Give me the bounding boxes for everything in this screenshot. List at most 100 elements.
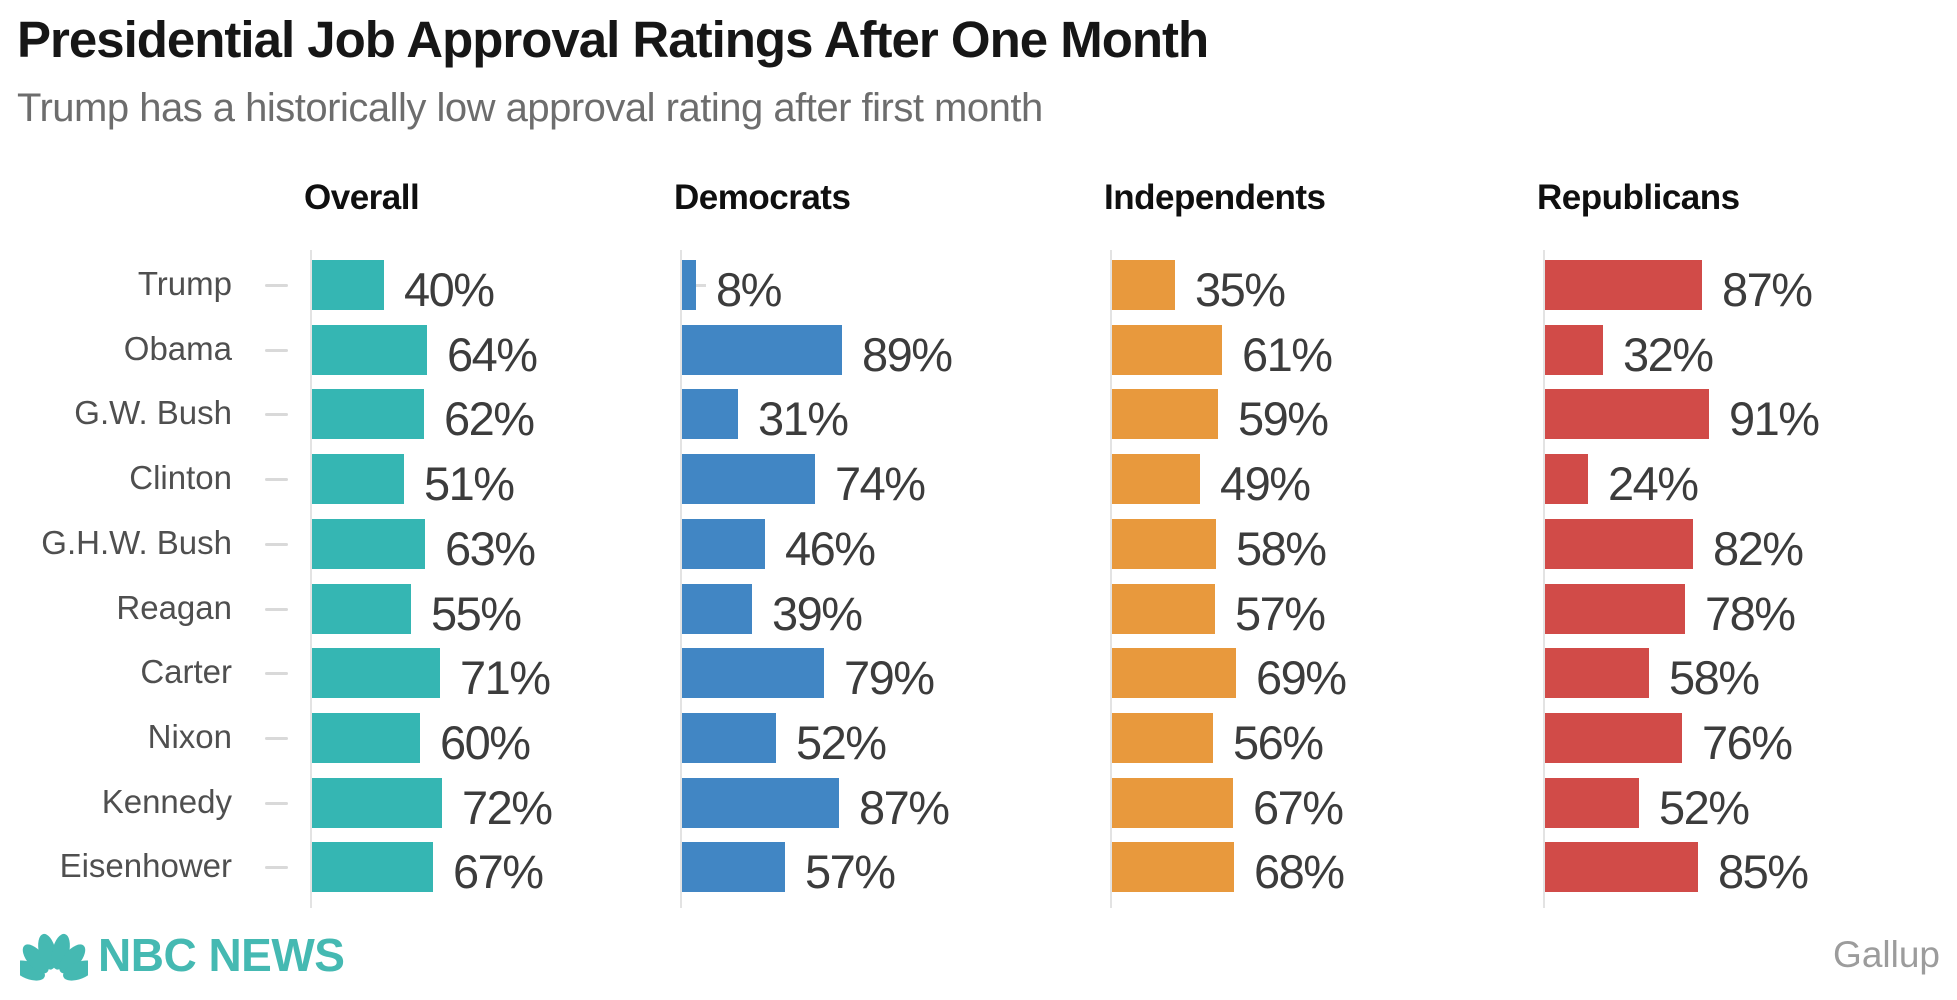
bar — [1545, 325, 1603, 375]
brand-logo: NBC NEWS — [20, 928, 345, 982]
source-label: Gallup — [1833, 934, 1940, 975]
bar — [312, 389, 424, 439]
value-label: 71% — [460, 651, 551, 704]
value-label: 58% — [1669, 651, 1760, 704]
nbc-peacock-icon — [20, 933, 88, 981]
value-label: 39% — [772, 587, 863, 640]
chart-subtitle: Trump has a historically low approval ra… — [17, 86, 1043, 130]
value-label: 57% — [805, 845, 896, 898]
column-header: Overall — [304, 178, 420, 217]
value-label: 35% — [1195, 263, 1286, 316]
column-header: Republicans — [1537, 178, 1740, 217]
value-label: 89% — [862, 328, 953, 381]
bar — [1545, 389, 1709, 439]
category-tick — [265, 672, 288, 675]
bar — [1545, 842, 1698, 892]
value-label: 51% — [424, 457, 515, 510]
value-label: 63% — [445, 522, 536, 575]
value-label: 76% — [1702, 716, 1793, 769]
category-tick — [265, 866, 288, 869]
row-label: Reagan — [116, 589, 232, 626]
bar — [1545, 584, 1685, 634]
bar — [682, 842, 785, 892]
row-label: G.H.W. Bush — [41, 524, 232, 561]
bar — [1112, 713, 1213, 763]
row-label: Kennedy — [101, 783, 232, 820]
category-tick — [265, 413, 288, 416]
bar — [1545, 778, 1639, 828]
value-label: 79% — [844, 651, 935, 704]
bar — [682, 260, 696, 310]
bar — [682, 389, 738, 439]
category-tick — [265, 478, 288, 481]
value-label: 67% — [1253, 781, 1344, 834]
value-label: 52% — [1659, 781, 1750, 834]
category-tick — [265, 802, 288, 805]
value-label: 58% — [1236, 522, 1327, 575]
row-label: Obama — [123, 330, 232, 367]
bar — [682, 519, 765, 569]
bar — [1112, 584, 1215, 634]
value-label: 91% — [1729, 392, 1820, 445]
bar — [1112, 389, 1218, 439]
value-label: 56% — [1233, 716, 1324, 769]
value-label: 62% — [444, 392, 535, 445]
column-header: Independents — [1104, 178, 1326, 217]
value-label: 40% — [404, 263, 495, 316]
category-tick — [265, 349, 288, 352]
value-label: 85% — [1718, 845, 1809, 898]
row-label: G.W. Bush — [74, 394, 232, 431]
value-label: 52% — [796, 716, 887, 769]
axis-line — [680, 250, 682, 908]
bar — [1112, 842, 1234, 892]
value-label: 55% — [431, 587, 522, 640]
value-label: 69% — [1256, 651, 1347, 704]
bar — [312, 842, 433, 892]
row-label: Nixon — [147, 718, 232, 755]
bar — [1112, 778, 1233, 828]
bar — [1112, 454, 1200, 504]
value-label: 78% — [1705, 587, 1796, 640]
value-label: 57% — [1235, 587, 1326, 640]
brand-name: NBC NEWS — [98, 929, 345, 981]
bar — [1112, 648, 1236, 698]
value-label: 31% — [758, 392, 849, 445]
value-label: 64% — [447, 328, 538, 381]
value-label: 46% — [785, 522, 876, 575]
row-label: Trump — [137, 265, 232, 302]
bar — [1112, 325, 1222, 375]
bar — [312, 519, 425, 569]
value-label: 49% — [1220, 457, 1311, 510]
value-label: 87% — [1722, 263, 1813, 316]
bar — [1545, 713, 1682, 763]
bar — [312, 778, 442, 828]
axis-line — [1110, 250, 1112, 908]
bar — [312, 648, 440, 698]
category-tick — [265, 737, 288, 740]
value-label: 8% — [716, 263, 782, 316]
axis-line — [1543, 250, 1545, 908]
bar — [312, 713, 420, 763]
value-label: 32% — [1623, 328, 1714, 381]
value-label: 68% — [1254, 845, 1345, 898]
axis-line — [310, 250, 312, 908]
bar — [682, 648, 824, 698]
bar — [312, 454, 404, 504]
chart-title: Presidential Job Approval Ratings After … — [17, 11, 1209, 68]
value-label: 87% — [859, 781, 950, 834]
bar — [1112, 519, 1216, 569]
bar — [312, 584, 411, 634]
bar — [682, 778, 839, 828]
row-label: Eisenhower — [59, 847, 232, 884]
row-label: Carter — [140, 653, 232, 690]
column-header: Democrats — [674, 178, 851, 217]
bar — [682, 584, 752, 634]
axis-inner-tick — [695, 284, 706, 287]
bar — [312, 325, 427, 375]
value-label: 61% — [1242, 328, 1333, 381]
category-tick — [265, 543, 288, 546]
value-label: 72% — [462, 781, 553, 834]
bar — [682, 325, 842, 375]
row-label: Clinton — [129, 459, 232, 496]
